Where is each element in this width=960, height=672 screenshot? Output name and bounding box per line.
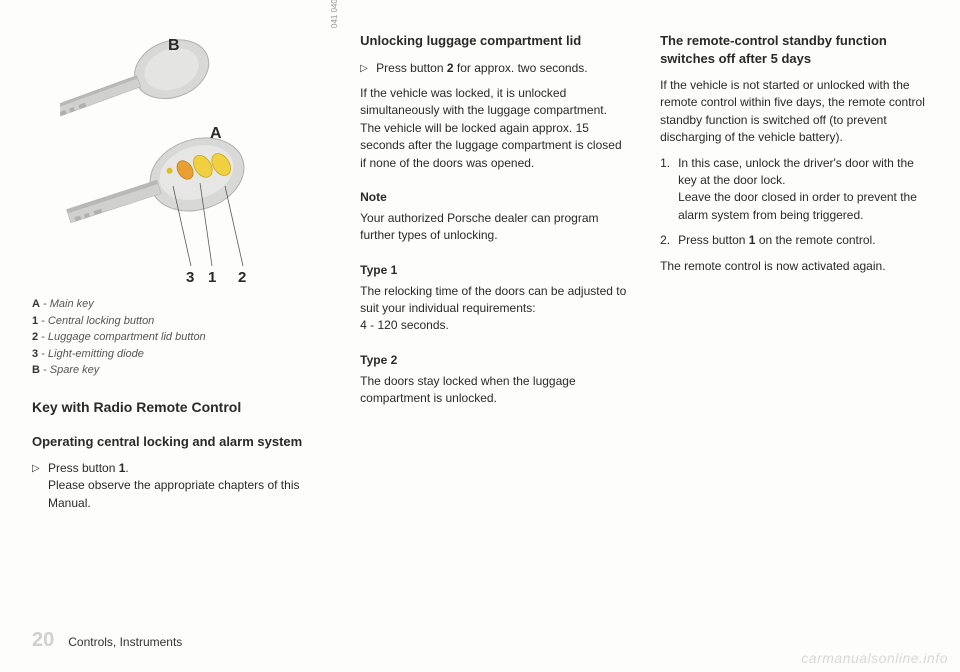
legend-label: 3 <box>32 348 38 360</box>
triangle-bullet-icon: ▷ <box>360 60 376 77</box>
bold-num: 2 <box>447 61 454 75</box>
vertical-code: 041 040 <box>330 0 339 28</box>
watermark: carmanualsonline.info <box>801 650 948 666</box>
text-span: The vehicle will be locked again approx.… <box>360 121 621 170</box>
page-columns: B A 3 1 2 A - Main key 1 - Central locki… <box>32 28 928 644</box>
text-span: for approx. two seconds. <box>454 61 588 75</box>
paragraph: Your authorized Porsche dealer can progr… <box>360 210 628 245</box>
legend-label: B <box>32 364 40 376</box>
list-number: 2. <box>660 232 678 249</box>
svg-text:1: 1 <box>208 269 216 286</box>
svg-text:2: 2 <box>238 269 246 286</box>
legend-label: 2 <box>32 331 38 343</box>
text-span: The relocking time of the doors can be a… <box>360 284 626 315</box>
text-span: Please observe the appropriate chapters … <box>48 478 299 509</box>
column-1: B A 3 1 2 A - Main key 1 - Central locki… <box>32 28 328 644</box>
legend-text: Main key <box>50 298 94 310</box>
text-span: If the vehicle was locked, it is unlocke… <box>360 86 607 117</box>
action-item: ▷ Press button 2 for approx. two seconds… <box>360 60 628 77</box>
legend-text: Central locking button <box>48 315 154 327</box>
text-span: Press button <box>48 461 119 475</box>
column-3: The remote-control standby function swit… <box>660 28 928 644</box>
page-section-label: Controls, Instruments <box>68 635 182 649</box>
legend-label: 1 <box>32 315 38 327</box>
page-footer: 20 Controls, Instruments <box>32 629 182 652</box>
text-span: 4 - 120 seconds. <box>360 318 449 332</box>
list-text: Press button 1 on the remote control. <box>678 232 928 249</box>
paragraph: If the vehicle was locked, it is unlocke… <box>360 85 628 172</box>
numbered-item: 2. Press button 1 on the remote control. <box>660 232 928 249</box>
legend-text: Spare key <box>50 364 100 376</box>
paragraph: If the vehicle is not started or unlocke… <box>660 77 928 147</box>
legend-label: A <box>32 298 40 310</box>
numbered-item: 1. In this case, unlock the driver's doo… <box>660 155 928 225</box>
type1-heading: Type 1 <box>360 263 628 277</box>
svg-text:3: 3 <box>186 269 194 286</box>
col2-heading: Unlocking luggage compartment lid <box>360 32 628 50</box>
legend-text: Light-emitting diode <box>48 348 144 360</box>
key-legend: A - Main key 1 - Central locking button … <box>32 296 328 379</box>
paragraph: The remote control is now activated agai… <box>660 258 928 275</box>
legend-text: Luggage compartment lid button <box>48 331 206 343</box>
paragraph: The doors stay locked when the luggage c… <box>360 373 628 408</box>
text-span: on the remote control. <box>755 233 875 247</box>
column-2: Unlocking luggage compartment lid ▷ Pres… <box>360 28 628 644</box>
col1-heading: Key with Radio Remote Control <box>32 399 328 415</box>
svg-text:B: B <box>168 37 180 54</box>
svg-text:A: A <box>210 125 222 142</box>
triangle-bullet-icon: ▷ <box>32 460 48 512</box>
action-text: Press button 1. Please observe the appro… <box>48 460 328 512</box>
text-span: Leave the door closed in order to preven… <box>678 190 917 221</box>
col1-subheading: Operating central locking and alarm syst… <box>32 433 328 451</box>
key-illustration: B A 3 1 2 <box>60 28 300 288</box>
note-heading: Note <box>360 190 628 204</box>
text-span: Press button <box>678 233 749 247</box>
type2-heading: Type 2 <box>360 353 628 367</box>
text-span: . <box>125 461 128 475</box>
action-text: Press button 2 for approx. two seconds. <box>376 60 628 77</box>
paragraph: The relocking time of the doors can be a… <box>360 283 628 335</box>
list-number: 1. <box>660 155 678 225</box>
page-number: 20 <box>32 629 54 652</box>
action-item: ▷ Press button 1. Please observe the app… <box>32 460 328 512</box>
text-span: Press button <box>376 61 447 75</box>
text-span: In this case, unlock the driver's door w… <box>678 156 914 187</box>
list-text: In this case, unlock the driver's door w… <box>678 155 928 225</box>
col3-heading: The remote-control standby function swit… <box>660 32 928 67</box>
